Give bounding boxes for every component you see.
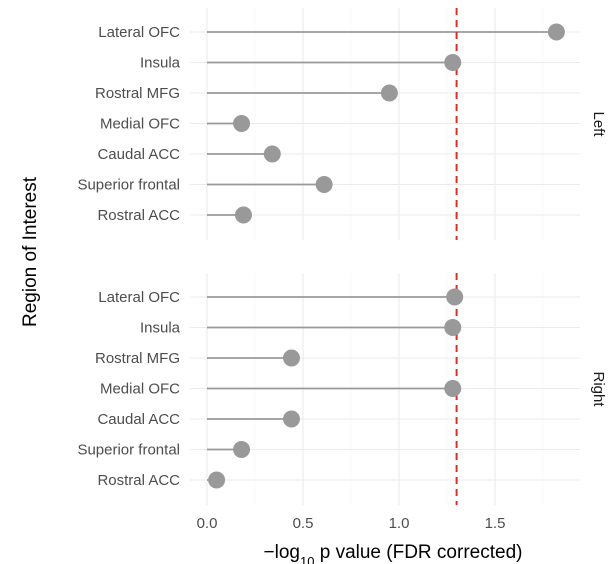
facet-strip-label: Left: [590, 111, 607, 137]
x-tick-label: 0.0: [197, 515, 218, 532]
panel-right: Lateral OFC Insula Rostral MFG Medial OFC Ca…: [77, 273, 607, 505]
y-tick-label: Superior frontal: [77, 177, 180, 194]
y-tick-label: Lateral OFC: [98, 24, 180, 41]
y-tick-label: Rostral MFG: [95, 85, 180, 102]
lollipop-point: [282, 410, 300, 428]
lollipop-point: [282, 349, 300, 367]
x-axis-title-prefix: −log: [264, 542, 300, 563]
x-tick-label: 0.5: [293, 515, 314, 532]
lollipop-point: [208, 471, 226, 489]
y-tick-label: Insula: [140, 55, 181, 72]
lollipop-point: [444, 319, 462, 336]
y-axis-title: Region of Interest: [20, 176, 41, 327]
lollipop-point: [446, 288, 464, 306]
x-tick-label: 1.0: [389, 515, 410, 532]
y-tick-label: Caudal ACC: [97, 411, 180, 428]
x-axis-title-subscript: 10: [300, 554, 314, 564]
x-axis-title-suffix: p value (FDR corrected): [314, 542, 522, 563]
lollipop-point: [263, 145, 281, 163]
panel-left: Lateral OFC Insula Rostral MFG Medial OFC Ca…: [77, 8, 607, 240]
y-tick-label: Superior frontal: [77, 442, 180, 459]
y-tick-label: Lateral OFC: [98, 289, 180, 306]
facet-strip-label: Right: [590, 371, 607, 407]
y-tick-label: Rostral ACC: [97, 472, 180, 489]
lollipop-point: [444, 54, 462, 71]
y-tick-label: Caudal ACC: [97, 146, 180, 163]
lollipop-point: [444, 380, 462, 397]
lollipop-point: [233, 441, 251, 458]
lollipop-point: [233, 115, 251, 132]
lollipop-point: [380, 84, 398, 102]
y-tick-label: Medial OFC: [100, 381, 180, 398]
lollipop-point: [315, 176, 333, 193]
panels-layer: Lateral OFC Insula Rostral MFG Medial OFC Ca…: [77, 8, 607, 532]
lollipop-point: [547, 23, 565, 41]
y-tick-label: Insula: [140, 320, 181, 337]
x-axis-title: −log10 p value (FDR corrected): [264, 542, 523, 564]
y-tick-label: Rostral MFG: [95, 350, 180, 367]
y-tick-label: Medial OFC: [100, 116, 180, 133]
lollipop-point: [234, 206, 252, 224]
x-tick-label: 1.5: [485, 515, 506, 532]
y-tick-label: Rostral ACC: [97, 207, 180, 224]
